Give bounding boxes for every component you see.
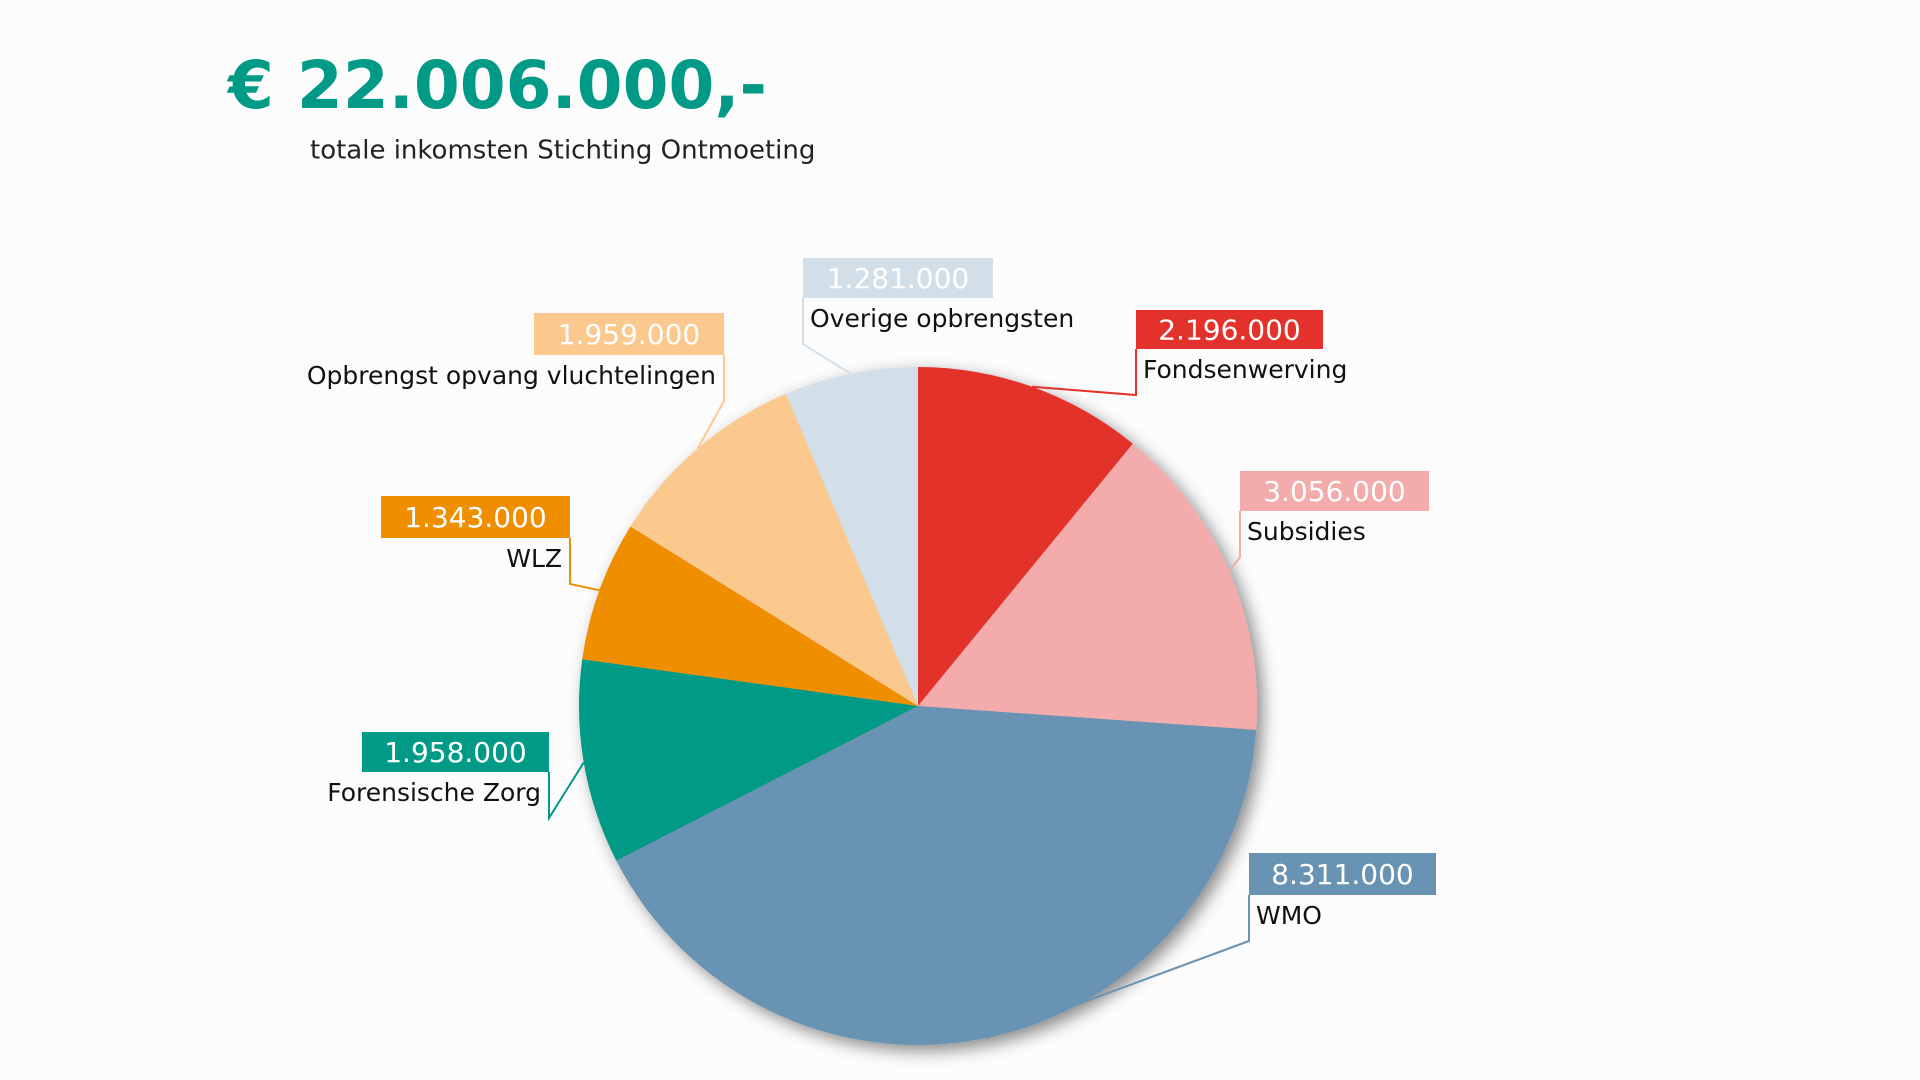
pie-slice [918,443,1257,730]
value-label: 2.196.000 [1158,314,1301,347]
value-label: 1.343.000 [404,501,547,534]
value-label: 1.281.000 [827,262,970,295]
pie [579,367,1257,1045]
value-label-box [1136,310,1323,349]
value-label-box [534,313,724,355]
pie-slice [616,706,1257,1045]
leader-line [802,298,852,375]
pie-slice [918,367,1133,706]
leader-line [569,538,600,592]
value-label-box [1249,853,1436,895]
value-label: 1.958.000 [384,736,527,769]
slice-label: Subsidies [1247,517,1366,546]
value-label: 8.311.000 [1271,858,1414,891]
leader-line [548,761,585,822]
value-label-box [1240,471,1429,511]
value-label-box [381,496,570,538]
value-label-box [362,732,549,772]
slice-label: Forensische Zorg [327,778,541,807]
pie-slice [630,393,918,706]
chart-title: € 22.006.000,- [226,47,767,124]
slice-label: Fondsenwerving [1143,355,1347,384]
slice-label: Overige opbrengsten [810,304,1074,333]
pie-slice [579,659,918,861]
chart-subtitle: totale inkomsten Stichting Ontmoeting [310,136,815,166]
leader-line [697,355,725,449]
value-label: 1.959.000 [558,318,701,351]
pie-slice [582,526,918,706]
leader-line [1228,511,1241,573]
pie-slice [785,367,918,706]
slice-label: WMO [1256,901,1322,930]
leader-line [1031,349,1137,397]
value-label-box [803,258,993,298]
value-label: 3.056.000 [1263,475,1406,508]
slice-label: WLZ [506,544,562,573]
leader-line [985,895,1250,1040]
slice-label: Opbrengst opvang vluchtelingen [307,361,716,390]
